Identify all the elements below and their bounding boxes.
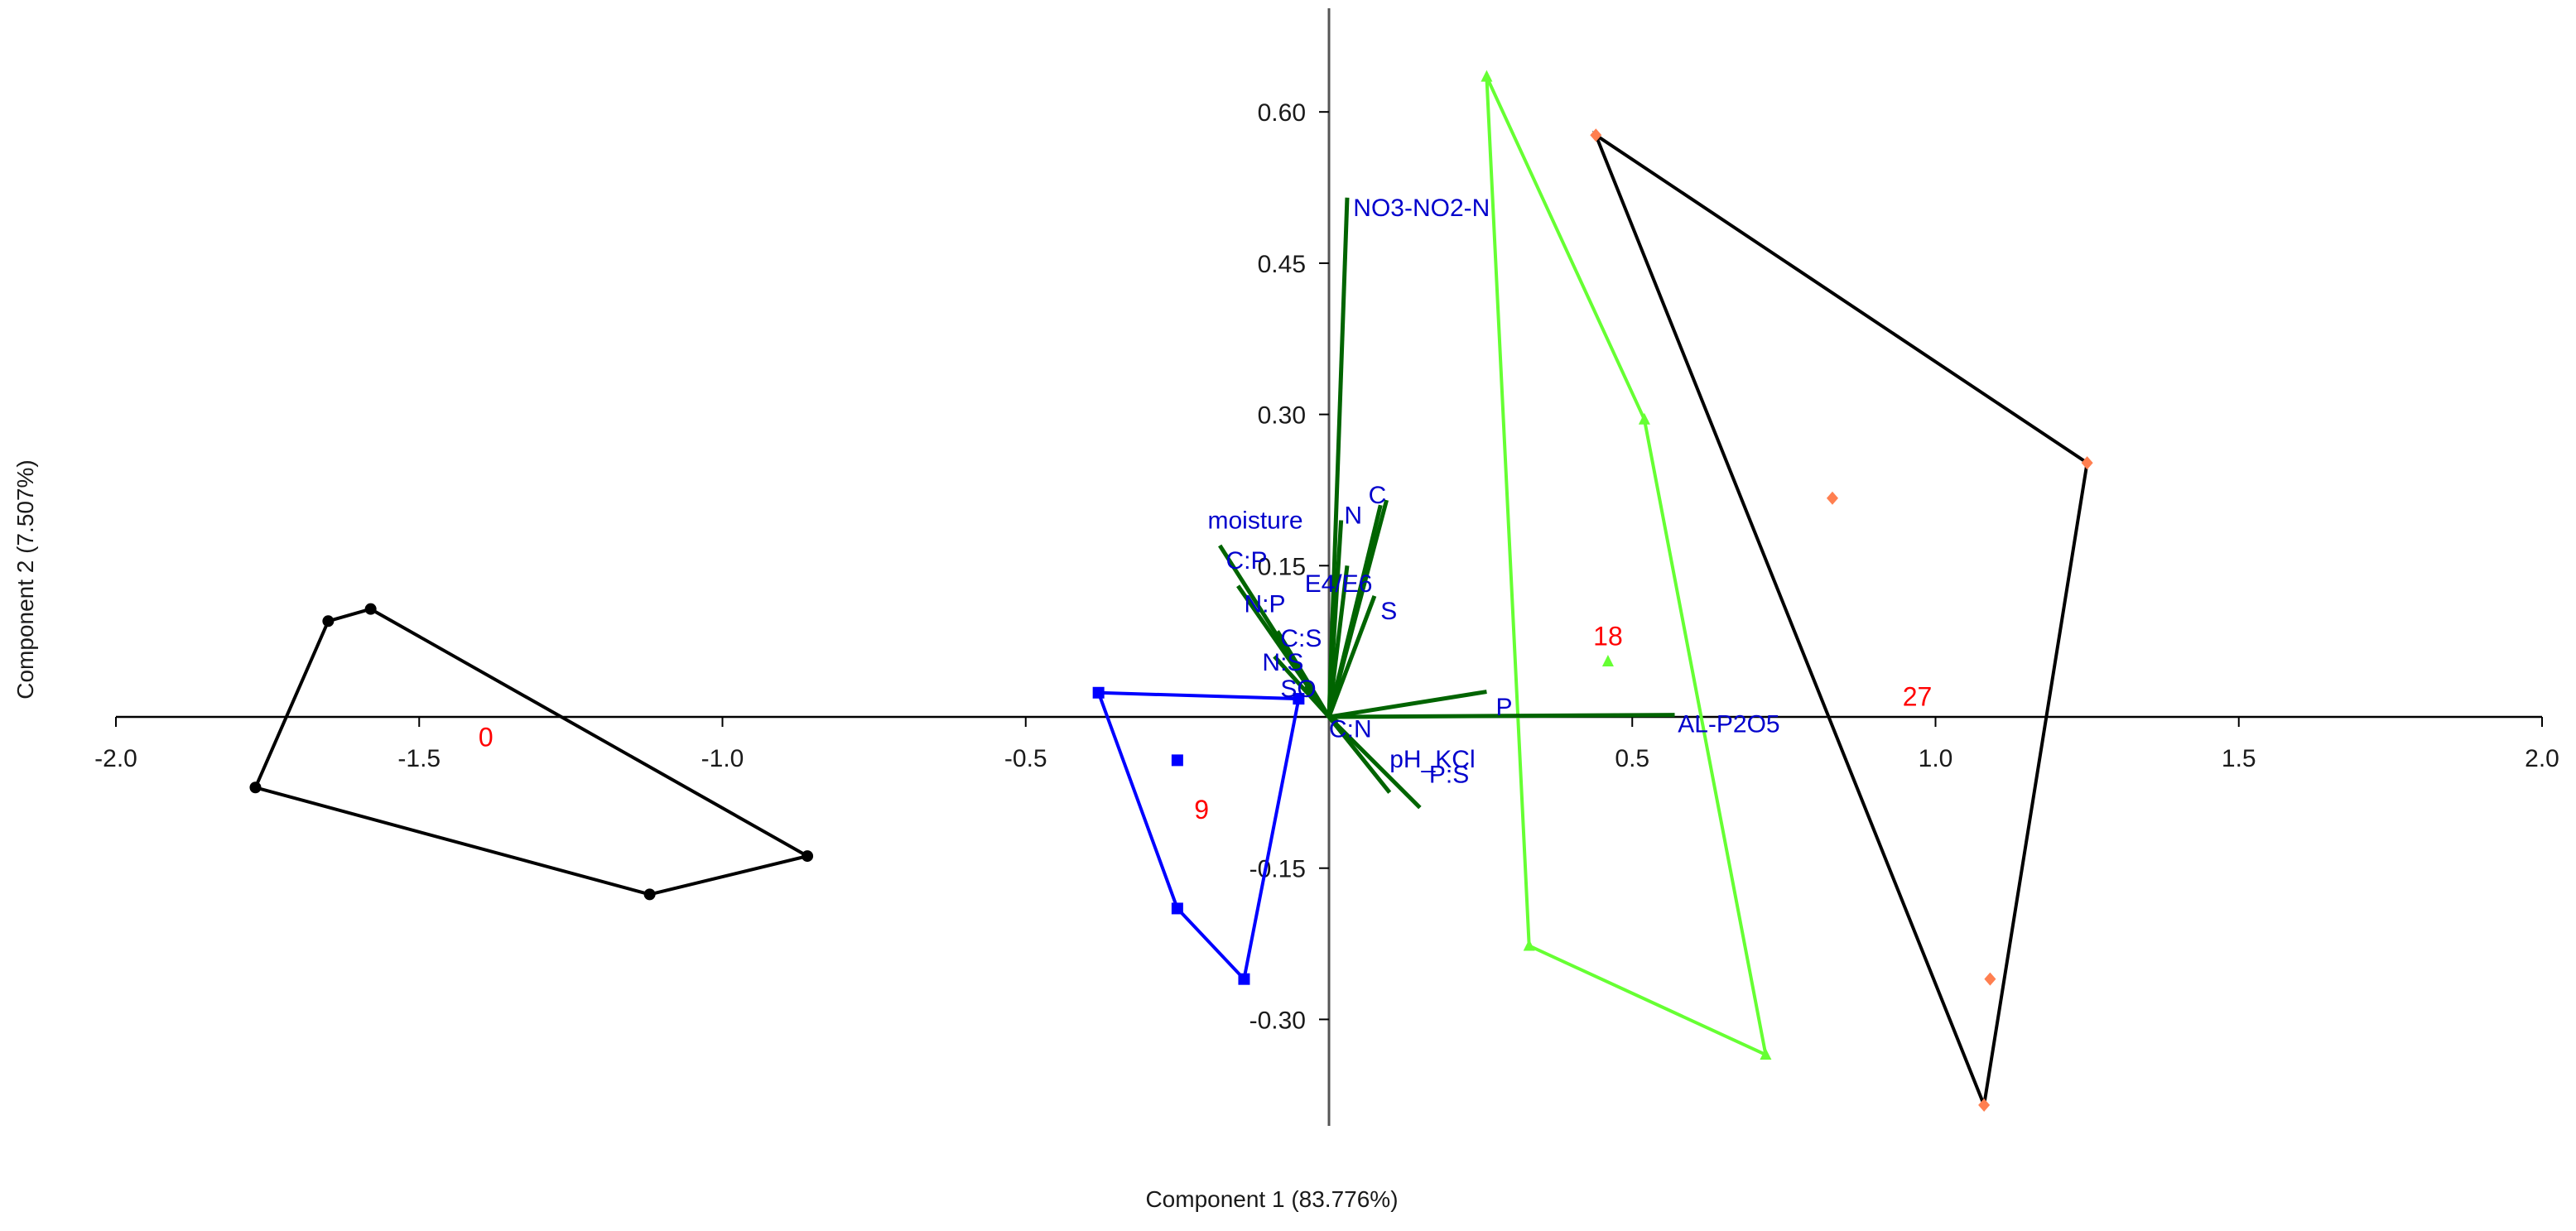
data-point [1638, 412, 1650, 425]
hulls-layer [253, 75, 2089, 1112]
data-point [1590, 128, 1602, 142]
loading-vector [1327, 715, 1422, 810]
y-tick-label: 0.45 [1258, 251, 1306, 278]
y-axis-title: Component 2 (7.507%) [12, 459, 38, 700]
x-tick-label: 0.5 [1615, 745, 1649, 772]
group-hull [1592, 130, 2089, 1112]
loading-label: pH_KCl [1389, 746, 1475, 773]
x-tick-label: 1.0 [1919, 745, 1953, 772]
group-label: 9 [1194, 795, 1209, 825]
loading-label: N [1344, 502, 1362, 529]
data-point [1826, 491, 1838, 505]
loading-label: C:P [1225, 547, 1267, 575]
group-hull [253, 607, 812, 897]
data-point [364, 603, 377, 615]
points-layer [249, 70, 2093, 1112]
data-point [1171, 754, 1183, 767]
data-point [1523, 939, 1535, 951]
loading-label: C [1369, 482, 1387, 509]
loading-vector [1327, 565, 1350, 718]
loading-label: C:N [1329, 716, 1372, 743]
y-tick-label: 0.30 [1258, 402, 1306, 430]
data-point [1601, 655, 1614, 667]
loading-label: S [1380, 598, 1397, 625]
data-point [1238, 973, 1250, 985]
data-point [1293, 693, 1305, 705]
loading-label: SO [1280, 676, 1316, 703]
x-tick-label: 1.5 [2222, 745, 2256, 772]
data-point [1978, 1098, 1991, 1112]
group-label: 18 [1593, 622, 1623, 652]
data-point [1760, 1048, 1772, 1060]
loadings-layer [1218, 197, 1675, 810]
data-point [2081, 456, 2093, 470]
y-tick-label: -0.15 [1249, 856, 1306, 883]
group-hull [1095, 690, 1301, 983]
data-point [1171, 902, 1183, 915]
x-tick-label: -2.0 [94, 745, 137, 772]
x-tick-label: 2.0 [2525, 745, 2559, 772]
y-tick-label: 0.60 [1258, 99, 1306, 127]
data-point [802, 850, 814, 863]
loading-label: NO3-NO2-N [1353, 195, 1490, 222]
loading-vector [1328, 690, 1487, 719]
loading-label: P [1495, 694, 1512, 721]
loading-label: C:S [1280, 625, 1322, 652]
data-point [1092, 686, 1105, 699]
axes-layer: -2.0 -1.5 -1.0 -0.5 0.5 1.0 1.5 2.0 0.60 0.45 0.30… [94, 8, 2559, 1126]
y-tick-label: -0.30 [1249, 1007, 1306, 1034]
group-hull [1485, 75, 1769, 1058]
data-point [1481, 70, 1493, 82]
loading-vector [1328, 713, 1675, 719]
loading-vector [1327, 197, 1350, 718]
loading-label: P:S [1429, 761, 1469, 788]
data-point [1984, 972, 1996, 986]
data-point [643, 888, 656, 901]
y-tick-label: 0.15 [1258, 553, 1306, 580]
loading-label: N:P [1244, 591, 1285, 618]
x-axis-title: Component 1 (83.776%) [1145, 1186, 1398, 1212]
x-tick-label: -1.5 [397, 745, 441, 772]
loading-label: moisture [1208, 507, 1303, 534]
group-label: 27 [1903, 682, 1933, 712]
loading-vector [1327, 594, 1377, 718]
x-tick-label: -1.0 [701, 745, 744, 772]
x-tick-label: -0.5 [1004, 745, 1047, 772]
loading-label: AL-P2O5 [1678, 711, 1779, 738]
loading-vector [1275, 630, 1331, 719]
loading-vector [1327, 504, 1383, 718]
group-label: 0 [479, 722, 494, 752]
data-point [322, 615, 335, 628]
loading-vector [1302, 685, 1331, 719]
loading-label: E4/E6 [1305, 570, 1373, 598]
data-point [249, 781, 262, 794]
loading-label: N:S [1262, 649, 1303, 676]
